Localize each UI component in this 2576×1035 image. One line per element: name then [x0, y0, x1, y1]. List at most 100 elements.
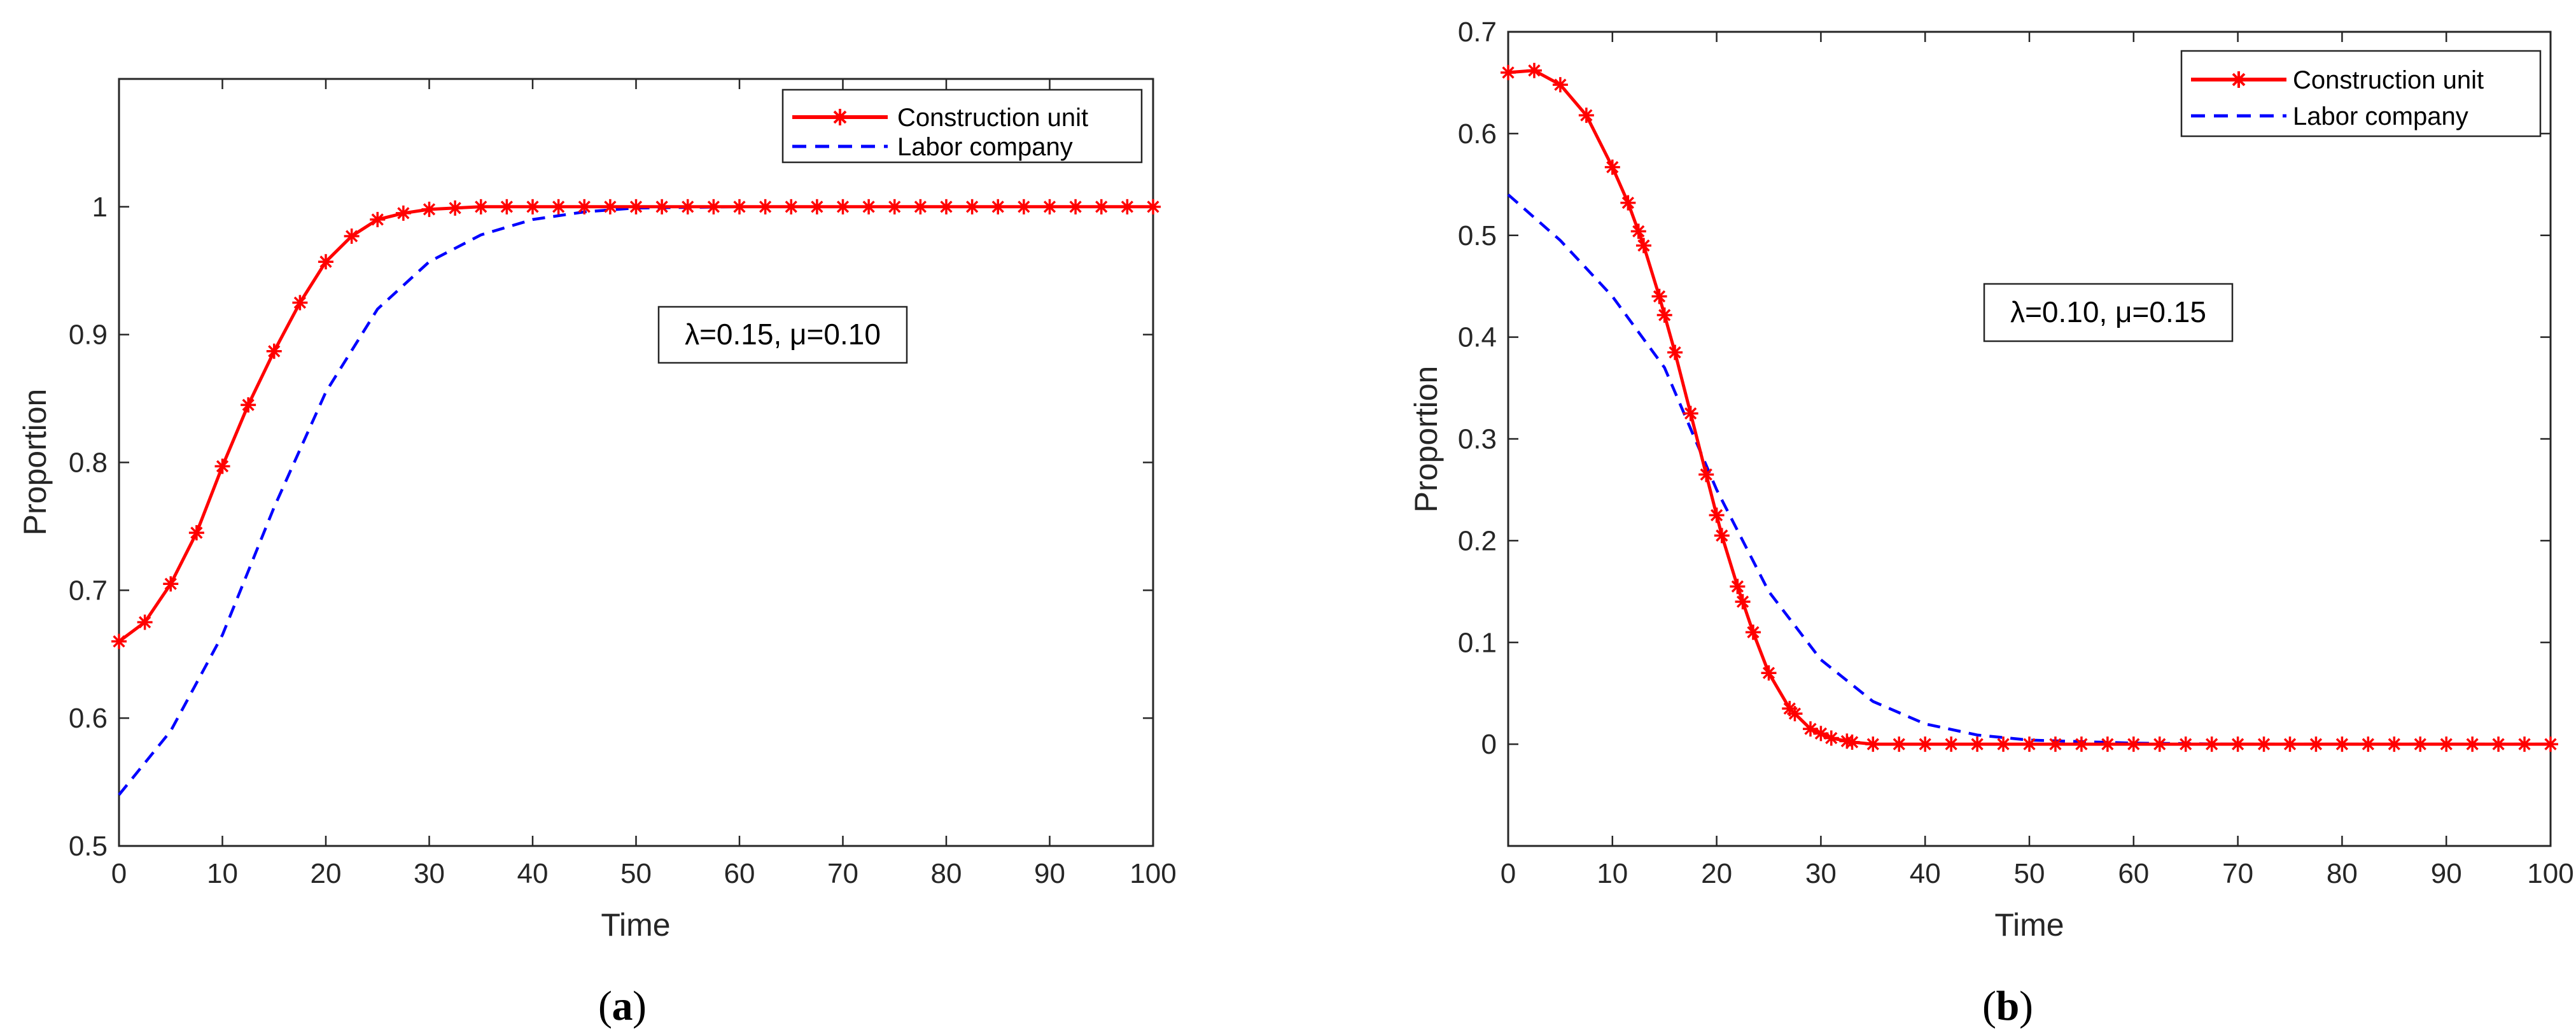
x-tick-label: 40 — [517, 858, 549, 889]
data-point-marker — [2334, 736, 2350, 752]
x-tick-label: 20 — [311, 858, 342, 889]
y-tick-label: 0.7 — [1458, 17, 1497, 48]
panel-b: 0 10 20 30 40 50 60 70 80 90 100 0 0.1 0.2 0.3 0.4 0.5 0.… — [1408, 17, 2574, 1029]
data-point-marker — [732, 199, 747, 215]
legend-star-marker-b — [2230, 71, 2247, 88]
data-point-marker — [1735, 594, 1751, 610]
data-point-marker — [2412, 736, 2428, 752]
data-point-marker — [266, 343, 282, 359]
data-point-marker — [1865, 736, 1881, 752]
data-point-marker — [163, 576, 179, 592]
data-point-marker — [188, 525, 204, 540]
data-point-marker — [1787, 706, 1803, 722]
data-point-marker — [1656, 307, 1672, 323]
data-point-marker — [2256, 736, 2272, 752]
x-tick-label: 60 — [2118, 858, 2149, 889]
plot-area-b — [1507, 31, 2552, 847]
x-tick-label: 80 — [2327, 858, 2358, 889]
caption-letter-a: a — [612, 983, 633, 1029]
caption-letter-b: b — [1996, 983, 2020, 1029]
annotation-box-a — [657, 306, 908, 364]
data-point-marker — [1093, 199, 1109, 215]
data-point-marker — [1730, 579, 1746, 595]
data-point-marker — [421, 201, 437, 217]
caption-open-b: ( — [1982, 983, 1996, 1029]
y-axis-title-b: Proportion — [1408, 366, 1444, 513]
x-tick-label: 70 — [2222, 858, 2253, 889]
data-point-marker — [2178, 736, 2194, 752]
data-point-marker — [1698, 467, 1714, 482]
x-tick-label: 90 — [1034, 858, 1065, 889]
legend-label-labor-b: Labor company — [2293, 102, 2468, 130]
y-tick-label: 0.3 — [1458, 424, 1497, 455]
data-point-marker — [886, 199, 902, 215]
data-point-marker — [2230, 736, 2246, 752]
data-point-marker — [1119, 199, 1135, 215]
data-point-marker — [757, 199, 773, 215]
y-tick-label: 0.9 — [69, 320, 108, 351]
data-point-marker — [2308, 736, 2324, 752]
data-point-marker — [318, 254, 333, 270]
x-axis-title-a: Time — [601, 907, 670, 943]
data-point-marker — [2282, 736, 2298, 752]
data-point-marker — [137, 614, 153, 630]
data-point-marker — [344, 229, 360, 244]
data-point-marker — [1917, 736, 1933, 752]
data-point-marker — [2360, 736, 2376, 752]
data-point-marker — [2099, 736, 2115, 752]
data-point-marker — [1635, 237, 1651, 253]
data-point-marker — [1709, 507, 1725, 523]
data-point-marker — [1016, 199, 1032, 215]
data-point-marker — [1552, 77, 1568, 93]
legend-label-labor-a: Labor company — [897, 133, 1073, 161]
data-point-marker — [473, 199, 489, 215]
data-point-marker — [1761, 665, 1777, 681]
plot-area-a — [118, 78, 1154, 847]
data-point-marker — [1526, 62, 1542, 78]
data-point-marker — [1714, 528, 1730, 544]
x-axis-title-b: Time — [1994, 907, 2064, 943]
data-point-marker — [964, 199, 980, 215]
data-point-marker — [292, 295, 308, 311]
data-point-marker — [1068, 199, 1084, 215]
data-point-marker — [1891, 736, 1907, 752]
data-point-marker — [241, 397, 256, 413]
data-point-marker — [990, 199, 1006, 215]
annotation-a: λ=0.15, μ=0.10 — [657, 306, 908, 364]
data-point-marker — [2073, 736, 2089, 752]
data-point-marker — [1501, 64, 1516, 80]
y-tick-label: 0.6 — [69, 703, 108, 734]
y-tick-label: 0 — [1481, 729, 1497, 760]
data-point-marker — [706, 199, 722, 215]
x-tick-label: 0 — [1501, 858, 1516, 889]
data-point-marker — [2125, 736, 2141, 752]
x-tick-label: 10 — [1597, 858, 1628, 889]
data-point-marker — [1604, 159, 1620, 175]
x-tick-label: 100 — [2527, 858, 2573, 889]
panel-a: 0 10 20 30 40 50 60 70 80 90 100 0.5 0.6 0.7 0.8 0.9 1 T… — [17, 78, 1177, 1029]
y-tick-label: 1 — [92, 192, 108, 223]
data-point-marker — [111, 633, 127, 649]
data-point-marker — [1996, 736, 2012, 752]
data-point-marker — [214, 458, 230, 474]
y-tick-label: 0.5 — [69, 831, 108, 862]
data-point-marker — [913, 199, 928, 215]
annotation-text-a: λ=0.15, μ=0.10 — [685, 318, 881, 351]
data-point-marker — [1578, 108, 1594, 123]
x-tick-label: 90 — [2431, 858, 2462, 889]
data-point-marker — [680, 199, 696, 215]
data-point-marker — [628, 199, 644, 215]
data-point-marker — [2491, 736, 2507, 752]
legend-b: Construction unit Labor company — [2180, 50, 2542, 137]
annotation-text-b: λ=0.10, μ=0.15 — [2010, 295, 2206, 328]
data-point-marker — [2465, 736, 2481, 752]
x-tick-label: 50 — [2014, 858, 2045, 889]
y-tick-label: 0.1 — [1458, 627, 1497, 658]
data-point-marker — [835, 199, 851, 215]
data-point-marker — [577, 199, 592, 215]
x-tick-label: 0 — [111, 858, 127, 889]
x-tick-label: 30 — [1805, 858, 1837, 889]
y-tick-label: 0.4 — [1458, 322, 1497, 353]
data-point-marker — [654, 199, 670, 215]
data-point-marker — [1839, 733, 1855, 749]
